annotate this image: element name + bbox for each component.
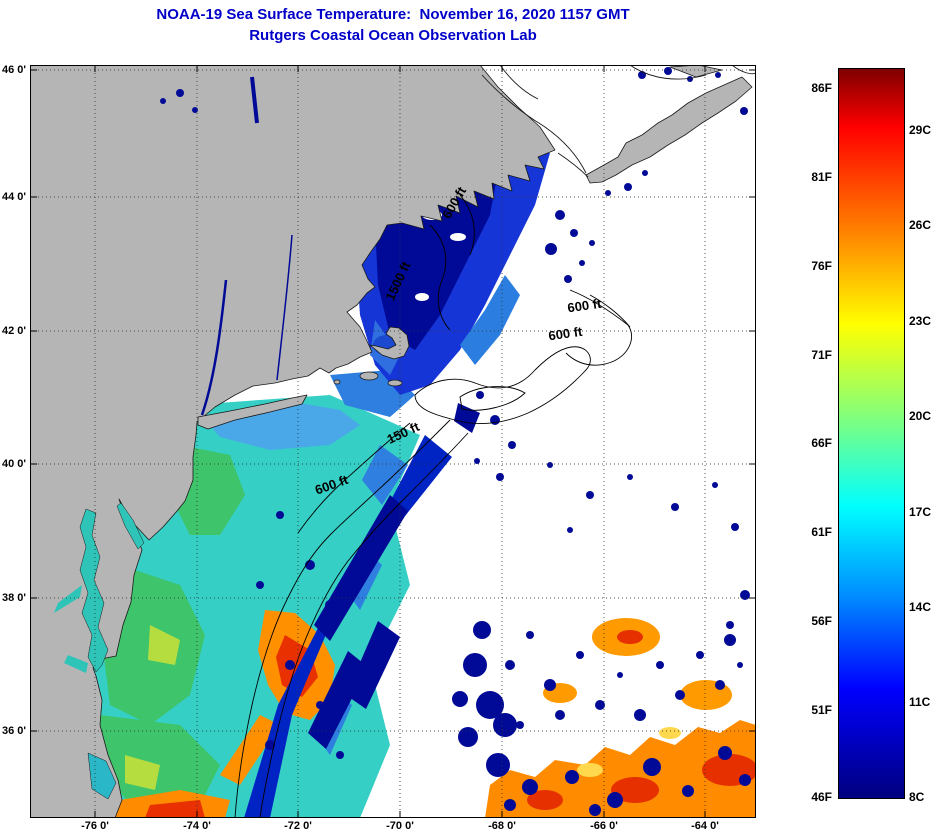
y-tick-label: 42 0' xyxy=(1,325,26,337)
mainland-coast xyxy=(30,65,556,818)
colorbar-c-label: 11C xyxy=(909,695,931,709)
colorbar-fahrenheit-labels: 86F 81F 76F 71F 66F 61F 56F 51F 46F xyxy=(794,68,834,804)
y-tick-label: 40 0' xyxy=(1,458,26,470)
y-tick-label: 38 0' xyxy=(1,592,26,604)
colorbar-gradient xyxy=(838,68,905,799)
land-layer xyxy=(30,65,753,818)
graticule-grid xyxy=(30,65,756,818)
colorbar-f-label: 81F xyxy=(811,170,832,184)
contour-label: 600 ft xyxy=(548,324,584,344)
colorbar-f-label: 71F xyxy=(811,348,832,362)
coastline-outline-layer xyxy=(481,65,756,178)
colorbar-f-label: 66F xyxy=(811,436,832,450)
colorbar-f-label: 86F xyxy=(811,81,832,95)
x-tick-label: -68 0' xyxy=(488,820,516,832)
bathymetry-contours xyxy=(234,194,632,818)
colorbar-celsius-labels: 29C 26C 23C 20C 17C 14C 11C 8C xyxy=(909,68,943,804)
long-island xyxy=(197,394,308,430)
x-tick-label: -64 0' xyxy=(691,820,719,832)
map-plot: 600 ft 600 ft 150 ft 600 ft 600 ft 1500 … xyxy=(30,65,756,818)
sst-map-image: 600 ft 600 ft 150 ft 600 ft 600 ft 1500 … xyxy=(30,65,756,818)
y-tick-label: 46 0' xyxy=(1,64,26,76)
colorbar-f-label: 61F xyxy=(811,525,832,539)
y-tick-label: 44 0' xyxy=(1,191,26,203)
marthas-vineyard xyxy=(359,371,379,381)
nova-scotia xyxy=(585,76,753,184)
colorbar-c-label: 26C xyxy=(909,218,932,232)
figure-subtitle: Rutgers Coastal Ocean Observation Lab xyxy=(249,27,537,44)
colorbar-c-label: 29C xyxy=(909,123,932,137)
cape-cod xyxy=(369,326,410,360)
colorbar-f-label: 56F xyxy=(811,614,832,628)
x-tick-label: -76 0' xyxy=(81,820,109,832)
colorbar-c-label: 17C xyxy=(909,505,932,519)
colorbar-c-label: 8C xyxy=(909,790,925,804)
contour-label: 600 ft xyxy=(567,296,603,316)
colorbar-f-label: 46F xyxy=(811,790,832,804)
axis-ticks xyxy=(30,65,756,818)
x-tick-label: -72 0' xyxy=(284,820,312,832)
colorbar-c-label: 20C xyxy=(909,409,932,423)
estuary-layer xyxy=(54,76,293,800)
colorbar-f-label: 76F xyxy=(811,259,832,273)
colorbar-c-label: 23C xyxy=(909,314,932,328)
y-axis-labels: 46 0' 44 0' 42 0' 40 0' 38 0' 36 0' xyxy=(0,64,27,818)
nantucket xyxy=(387,379,403,387)
plot-frame xyxy=(30,65,756,818)
x-tick-label: -74 0' xyxy=(183,820,211,832)
x-axis-labels: -76 0' -74 0' -72 0' -70 0' -68 0' -66 0… xyxy=(30,820,756,834)
colorbar-c-label: 14C xyxy=(909,600,932,614)
x-tick-label: -70 0' xyxy=(386,820,414,832)
y-tick-label: 36 0' xyxy=(1,725,26,737)
x-tick-label: -66 0' xyxy=(590,820,618,832)
colorbar-f-label: 51F xyxy=(811,703,832,717)
figure-title: NOAA-19 Sea Surface Temperature: Novembe… xyxy=(156,6,630,23)
block-island xyxy=(333,379,341,385)
